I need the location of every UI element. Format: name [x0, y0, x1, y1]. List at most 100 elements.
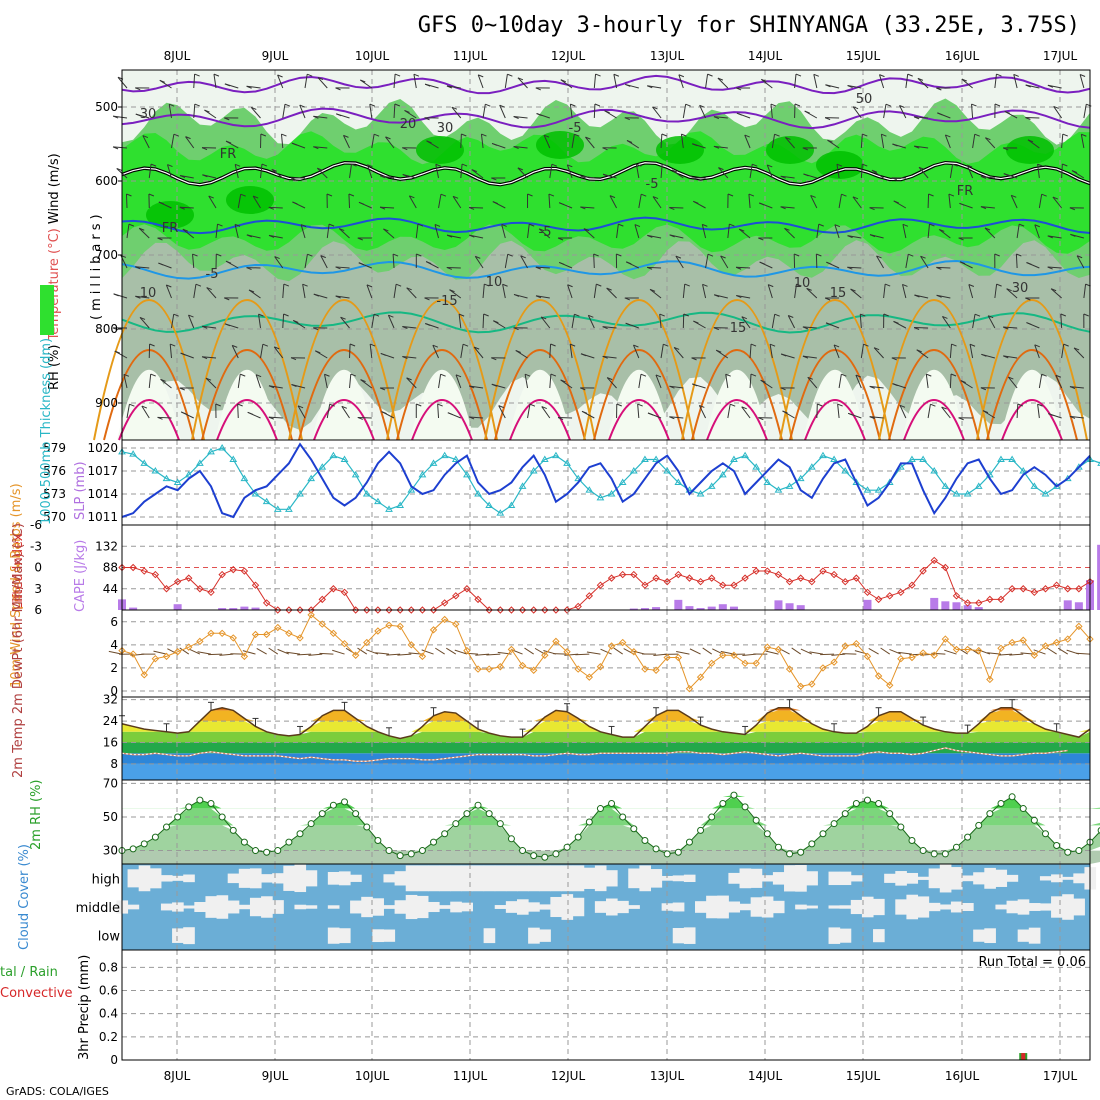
rh-marker [396, 852, 404, 860]
rh-marker [619, 813, 627, 821]
cloud-cell [1028, 927, 1041, 944]
wind-barb [869, 385, 884, 389]
wind-barb [268, 206, 283, 209]
wind-speed-marker [774, 645, 783, 654]
wind-barb-flag [284, 103, 291, 107]
wind-barb-flag [281, 133, 287, 137]
wind-speed-marker [1052, 638, 1061, 647]
lifted-index-marker [1041, 585, 1050, 593]
cloud-cell [216, 895, 229, 919]
wind-barb [406, 287, 417, 299]
rh-marker [919, 847, 927, 855]
wind-barb-flag [580, 353, 587, 357]
lifted-index-marker [685, 574, 694, 582]
thickness-marker [718, 470, 727, 478]
y-tick-label: 0 [110, 1053, 118, 1067]
lifted-index-marker [496, 606, 505, 614]
wind-barb [702, 647, 712, 655]
thickness-marker [207, 447, 215, 455]
wind-barb-flag [324, 373, 330, 377]
wind-barb [113, 146, 128, 149]
wind-barb-flag [446, 85, 453, 89]
temp-contour-warm [804, 399, 866, 441]
contour-label: 15 [830, 286, 847, 301]
cloud-cell [1051, 874, 1063, 883]
wind-barb-flag [685, 103, 691, 107]
y-tick-label: 8 [110, 757, 118, 771]
wind-barb [678, 74, 684, 89]
thickness-marker [874, 486, 883, 493]
wind-barb-flag [774, 133, 780, 137]
wind-speed-marker [218, 629, 226, 638]
lifted-index-marker [296, 606, 304, 614]
wind-speed-marker [140, 671, 148, 679]
wind-barb-flag [180, 352, 186, 356]
wind-barb [761, 78, 773, 89]
wind-barb-flag [268, 206, 274, 210]
lifted-index-marker [140, 567, 148, 575]
wind-barb-flag [885, 103, 892, 107]
lifted-index-marker [886, 592, 894, 600]
wind-barb-flag [258, 313, 264, 317]
wind-barb-flag [173, 133, 180, 137]
wind-barb-flag [974, 313, 981, 317]
rh-marker [652, 845, 660, 853]
cloud-cell [272, 873, 284, 884]
rh-marker [697, 826, 705, 834]
wind-barb-flag [659, 313, 665, 317]
thickness-marker [285, 505, 293, 512]
wind-barb-flag [440, 373, 446, 377]
wind-barb-flag [416, 403, 422, 407]
wind-barb-flag [380, 175, 386, 179]
wind-barb-flag [1053, 106, 1059, 109]
wind-barb-flag [928, 193, 934, 197]
rh-marker [263, 848, 271, 856]
wind-barb [699, 105, 707, 119]
wind-barb-flag [148, 193, 155, 197]
wind-barb-flag [471, 169, 478, 173]
wind-barb [807, 377, 818, 389]
wind-barb-flag [908, 253, 914, 257]
wind-barb-flag [624, 297, 631, 301]
cape-bar [774, 600, 783, 610]
wind-barb [883, 284, 886, 299]
wind-barb [304, 254, 308, 269]
wind-barb [246, 85, 261, 89]
temp-line [121, 706, 1091, 740]
wind-barb [113, 115, 128, 119]
cloud-cell [227, 900, 240, 914]
lifted-index-marker [485, 606, 493, 614]
chart-title: GFS 0~10day 3-hourly for SHINYANGA (33.2… [418, 13, 1080, 38]
wind-barb [766, 164, 773, 179]
wind-barb-flag [948, 193, 955, 197]
temp-contour-warm [976, 299, 1088, 441]
wind-barb-flag [194, 73, 200, 77]
thickness-marker [540, 455, 549, 462]
cloud-cell [1073, 873, 1085, 884]
wind-barb [593, 74, 597, 89]
wind-speed-marker [852, 639, 861, 648]
wind-barb-flag [794, 103, 801, 107]
wind-barb-flag [616, 403, 622, 407]
wind-barb-flag [517, 167, 524, 171]
wind-barb-flag [1025, 297, 1031, 301]
contour-label: 10 [794, 276, 811, 291]
wind-barb [994, 74, 997, 89]
wind-barb-flag [661, 163, 668, 167]
wind-barb [179, 206, 194, 209]
wind-barb-flag [135, 113, 141, 117]
wind-barb [593, 284, 597, 299]
wind-barb-flag [558, 202, 565, 206]
wind-barb-flag [373, 133, 380, 137]
wind-barb [250, 107, 261, 119]
wind-barb-flag [996, 283, 1002, 287]
wind-speed-marker [685, 684, 694, 693]
lifted-index-marker [207, 588, 215, 596]
wind-barb [838, 194, 842, 209]
wind-barb-flag [394, 103, 401, 107]
thickness-marker [196, 459, 204, 466]
lifted-index-marker [874, 595, 883, 604]
thickness-marker [741, 451, 749, 459]
wind-speed-marker [329, 629, 338, 638]
wind-barb-flag [588, 314, 594, 318]
